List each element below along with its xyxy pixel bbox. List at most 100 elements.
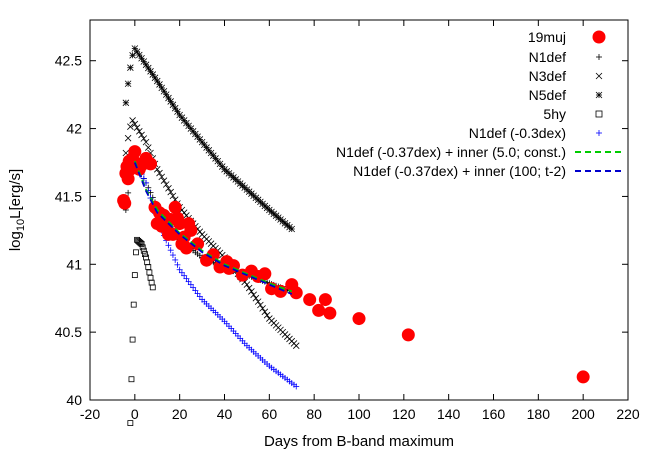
point bbox=[142, 138, 150, 146]
point bbox=[289, 286, 303, 300]
point bbox=[138, 241, 145, 247]
point bbox=[261, 308, 269, 316]
point bbox=[127, 123, 134, 130]
point bbox=[156, 169, 163, 177]
point bbox=[131, 120, 139, 128]
point bbox=[401, 328, 415, 342]
point bbox=[206, 248, 220, 262]
point bbox=[130, 301, 137, 308]
y-tick-label: 40.5 bbox=[55, 324, 82, 340]
series-19muj bbox=[117, 145, 590, 384]
point bbox=[139, 244, 146, 251]
x-tick-label: 20 bbox=[172, 406, 188, 422]
x-axis-ticks: -20 0 20 40 60 80 100 120 140 160 180 200 220 bbox=[80, 20, 640, 422]
point bbox=[243, 281, 251, 288]
point bbox=[248, 288, 255, 295]
point bbox=[133, 48, 141, 56]
series-n1def-0-37dex-inner-100-t-2- bbox=[133, 162, 293, 295]
point bbox=[258, 267, 272, 281]
point bbox=[131, 45, 139, 52]
legend-label-5hy: 5hy bbox=[543, 106, 566, 122]
point bbox=[323, 306, 337, 320]
point bbox=[250, 291, 257, 299]
legend-label-blue-model: N1def (-0.37dex) + inner (100; t-2) bbox=[353, 163, 566, 179]
point bbox=[118, 196, 132, 210]
y-axis-ticks: 40 40.5 41 41.5 42 42.5 bbox=[55, 53, 628, 408]
y-axis-label-subscript: 10 bbox=[15, 219, 27, 231]
point bbox=[149, 284, 156, 291]
series-line bbox=[133, 162, 293, 295]
point bbox=[148, 279, 155, 286]
point bbox=[147, 274, 154, 281]
point bbox=[162, 91, 170, 98]
legend-label-n1def: N1def bbox=[529, 49, 566, 65]
point bbox=[136, 51, 143, 59]
point bbox=[128, 145, 142, 159]
point bbox=[128, 376, 135, 383]
point bbox=[124, 134, 132, 142]
point bbox=[140, 58, 148, 65]
point bbox=[169, 192, 177, 200]
point bbox=[149, 71, 157, 78]
point bbox=[160, 177, 168, 184]
x-tick-label: 160 bbox=[482, 406, 506, 422]
point bbox=[146, 269, 153, 276]
point bbox=[245, 284, 253, 292]
x-tick-label: 40 bbox=[217, 406, 233, 422]
point bbox=[133, 124, 141, 131]
y-tick-label: 41.5 bbox=[55, 188, 82, 204]
x-tick-label: 0 bbox=[131, 406, 139, 422]
point bbox=[144, 157, 158, 171]
legend: 19muj N1def N3def N5def 5hy N1def (-0.3d… bbox=[336, 29, 624, 179]
point bbox=[167, 98, 174, 105]
point bbox=[145, 264, 152, 270]
point bbox=[129, 117, 136, 124]
x-tick-label: 80 bbox=[306, 406, 322, 422]
series-5hy bbox=[127, 236, 156, 426]
legend-label-n5def: N5def bbox=[529, 87, 566, 103]
point bbox=[136, 128, 143, 135]
legend-label-n3def: N3def bbox=[529, 68, 566, 84]
point bbox=[140, 247, 147, 254]
y-axis-label: log10L[erg/s] bbox=[7, 169, 27, 251]
series-n1def-0-37dex-inner-5-0-const- bbox=[133, 160, 293, 293]
point bbox=[292, 342, 300, 349]
point bbox=[259, 305, 266, 312]
point bbox=[151, 74, 159, 82]
point bbox=[252, 294, 260, 302]
legend-marker-n1def bbox=[596, 54, 602, 60]
y-tick-label: 42.5 bbox=[55, 53, 82, 69]
point bbox=[158, 173, 166, 181]
point bbox=[127, 64, 134, 71]
y-tick-label: 42 bbox=[66, 121, 82, 137]
point bbox=[158, 84, 166, 92]
point bbox=[179, 241, 193, 255]
y-tick-label: 40 bbox=[66, 392, 82, 408]
point bbox=[153, 166, 161, 173]
x-tick-label: 120 bbox=[392, 406, 416, 422]
point bbox=[140, 135, 148, 142]
legend-label-n1def-03dex: N1def (-0.3dex) bbox=[469, 125, 566, 141]
legend-marker-5hy bbox=[595, 110, 603, 118]
point bbox=[173, 217, 187, 231]
x-tick-label: 140 bbox=[437, 406, 461, 422]
point bbox=[576, 370, 590, 384]
x-tick-label: 60 bbox=[262, 406, 278, 422]
point bbox=[127, 420, 134, 426]
point bbox=[171, 104, 179, 112]
point bbox=[318, 293, 332, 307]
point bbox=[263, 311, 271, 319]
point bbox=[162, 181, 170, 188]
point bbox=[352, 312, 366, 326]
point bbox=[153, 77, 161, 85]
point bbox=[142, 251, 148, 258]
point bbox=[147, 68, 154, 75]
legend-marker-n3def bbox=[595, 72, 603, 80]
x-tick-label: 220 bbox=[616, 406, 640, 422]
legend-label-green-model: N1def (-0.37dex) + inner (5.0; const.) bbox=[336, 144, 566, 160]
point bbox=[312, 303, 326, 317]
point bbox=[165, 94, 172, 102]
point bbox=[145, 144, 152, 151]
series-line bbox=[133, 160, 293, 293]
